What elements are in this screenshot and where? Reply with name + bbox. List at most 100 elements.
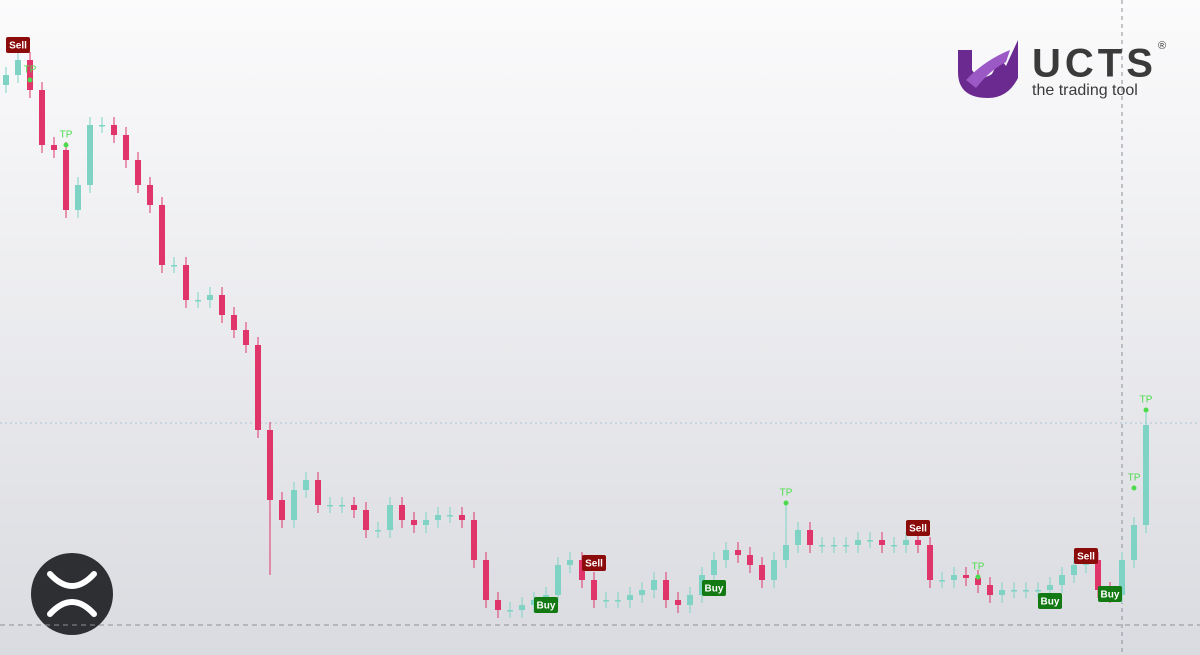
candle-body <box>603 600 609 602</box>
logo-name: UCTS <box>1032 42 1157 86</box>
candle-body <box>39 90 45 145</box>
candle-body <box>783 545 789 560</box>
candle-body <box>1143 425 1149 525</box>
signal-box <box>582 555 606 571</box>
signal-label: Buy <box>1041 597 1060 608</box>
candle-body <box>147 185 153 205</box>
logo-tagline: the trading tool <box>1032 82 1138 99</box>
signal-dot <box>27 77 33 83</box>
signal-label: Buy <box>705 584 724 595</box>
coin-symbol <box>47 571 97 617</box>
signal-label: Buy <box>537 601 556 612</box>
signal-label: TP <box>780 488 793 499</box>
candle-body <box>231 315 237 330</box>
candle-body <box>255 345 261 430</box>
candle-body <box>399 505 405 520</box>
candle-body <box>183 265 189 300</box>
candle-body <box>159 205 165 265</box>
signal-label: TP <box>60 130 73 141</box>
candle-body <box>879 540 885 545</box>
signal-box <box>6 37 30 53</box>
candle-body <box>1095 560 1101 590</box>
signal: TP <box>1140 395 1153 413</box>
signal: TP <box>60 130 73 148</box>
candle-body <box>87 125 93 185</box>
candle-body <box>591 580 597 600</box>
candle-body <box>963 575 969 578</box>
signal-label: TP <box>1128 473 1141 484</box>
signal-box <box>702 580 726 596</box>
candle-body <box>723 550 729 560</box>
candle-body <box>639 590 645 595</box>
signal-dot <box>1131 485 1137 491</box>
candle-body <box>207 295 213 300</box>
signal: TP <box>780 488 793 506</box>
candle-body <box>843 545 849 547</box>
candle-body <box>279 500 285 520</box>
candle-body <box>1035 590 1041 592</box>
signal: TP <box>24 65 37 83</box>
signal-label: TP <box>24 65 37 76</box>
candle-body <box>15 60 21 75</box>
candle-body <box>807 530 813 545</box>
candle-body <box>735 550 741 555</box>
coin-icon <box>31 553 113 635</box>
candle-body <box>915 540 921 545</box>
candle-body <box>1011 590 1017 592</box>
candle-body <box>867 540 873 542</box>
candle-body <box>315 480 321 505</box>
candle-body <box>999 590 1005 595</box>
signal-box <box>1098 586 1122 602</box>
signal: Buy <box>702 580 726 596</box>
candle-body <box>579 560 585 580</box>
candle-body <box>975 578 981 585</box>
candle-body <box>651 580 657 590</box>
candle-body <box>135 160 141 185</box>
candle-body <box>219 295 225 315</box>
candle-body <box>291 490 297 520</box>
candle-body <box>1131 525 1137 560</box>
signal: Sell <box>582 555 606 571</box>
candle-body <box>99 125 105 127</box>
signal-label: Sell <box>1077 552 1095 563</box>
candle-body <box>447 515 453 517</box>
candle-body <box>891 545 897 547</box>
candle-body <box>855 540 861 545</box>
signal-label: TP <box>972 562 985 573</box>
candle-body <box>75 185 81 210</box>
candle-body <box>1023 590 1029 592</box>
candle-body <box>1047 585 1053 590</box>
signal: Buy <box>534 597 558 613</box>
candle-body <box>507 610 513 612</box>
signal: Sell <box>1074 548 1098 564</box>
candle-body <box>363 510 369 530</box>
candle-body <box>435 515 441 520</box>
signal-box <box>1074 548 1098 564</box>
coin-circle <box>31 553 113 635</box>
candle-body <box>411 520 417 525</box>
candle-body <box>339 505 345 507</box>
candle-body <box>567 560 573 565</box>
plot: Sell TP TP Buy Sell Buy TP Sell TP Buy Sell Buy TP TP <box>0 37 1200 626</box>
candle-body <box>1119 560 1125 595</box>
signal: Buy <box>1098 586 1122 602</box>
candle-body <box>3 75 9 85</box>
candle-body <box>771 560 777 580</box>
candle-body <box>495 600 501 610</box>
signal: TP <box>1128 473 1141 491</box>
candle-body <box>387 505 393 530</box>
candle-body <box>51 145 57 150</box>
signal-dot <box>975 574 981 580</box>
candle-body <box>63 150 69 210</box>
signal-label: TP <box>1140 395 1153 406</box>
logo-registered: ® <box>1158 40 1166 52</box>
candle-body <box>471 520 477 560</box>
signal: TP <box>972 562 985 580</box>
signal-box <box>534 597 558 613</box>
candle-body <box>459 515 465 520</box>
candle-body <box>303 480 309 490</box>
candle-body <box>123 135 129 160</box>
logo-icon-accent <box>966 50 1010 88</box>
